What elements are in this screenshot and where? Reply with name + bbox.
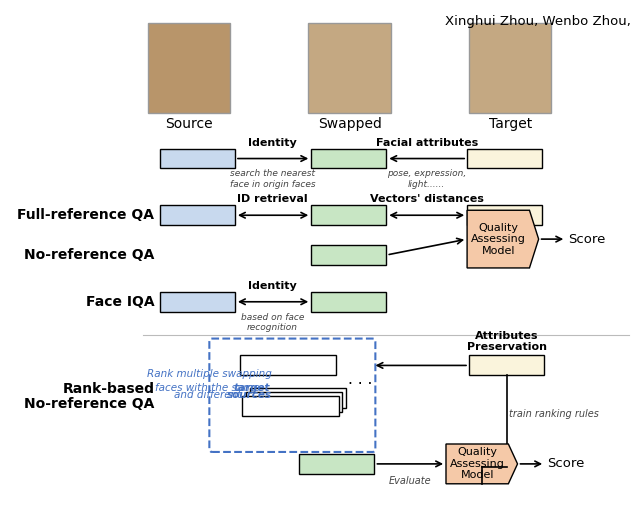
Text: Score: Score [547,457,584,470]
Bar [160,205,235,225]
Text: Identity: Identity [248,138,297,148]
Text: Facial attributes: Facial attributes [376,138,478,148]
Text: pose, expression,
light......: pose, expression, light...... [387,169,467,189]
Polygon shape [467,210,539,268]
Text: Full-reference QA: Full-reference QA [17,208,154,222]
Text: No-reference QA: No-reference QA [24,248,154,262]
Bar [469,355,544,376]
Text: and different: and different [174,390,244,400]
Bar [250,388,346,408]
Text: Xinghui Zhou, Wenbo Zhou,: Xinghui Zhou, Wenbo Zhou, [445,16,631,28]
Text: No-reference QA: No-reference QA [24,397,154,411]
Bar [300,454,374,474]
Bar [243,396,339,416]
Text: Swapped: Swapped [317,117,381,131]
Text: Score: Score [568,233,605,246]
Bar [160,149,235,168]
Text: Rank-based: Rank-based [62,382,154,396]
Text: Source: Source [165,117,213,131]
Text: Evaluate: Evaluate [389,476,431,486]
Bar [311,205,387,225]
Bar [311,292,387,312]
Bar [160,292,235,312]
Bar [467,205,542,225]
Bar [246,392,342,412]
Bar [239,355,336,376]
Text: Attributes
Preservation: Attributes Preservation [467,331,547,352]
Text: based on face
recognition: based on face recognition [241,313,305,332]
Text: Quality
Assessing
Model: Quality Assessing Model [450,448,504,481]
Bar [469,23,552,113]
Text: search the nearest
face in origin faces: search the nearest face in origin faces [230,169,316,189]
Text: sources: sources [227,390,272,400]
Text: ID retrieval: ID retrieval [237,194,308,204]
Text: Vectors' distances: Vectors' distances [370,194,484,204]
Text: target: target [233,383,269,393]
Bar [308,23,391,113]
Bar [311,245,387,265]
Text: Quality
Assessing
Model: Quality Assessing Model [471,223,525,256]
Polygon shape [446,444,518,484]
Text: · · ·: · · · [348,377,372,392]
Bar [467,149,542,168]
Text: Rank multiple swapping
faces with the same: Rank multiple swapping faces with the sa… [147,369,272,393]
Bar [311,149,387,168]
Text: train ranking rules: train ranking rules [509,409,599,419]
Bar [148,23,230,113]
Text: Face IQA: Face IQA [86,295,154,309]
Text: Target: Target [488,117,532,131]
Text: Identity: Identity [248,281,297,291]
